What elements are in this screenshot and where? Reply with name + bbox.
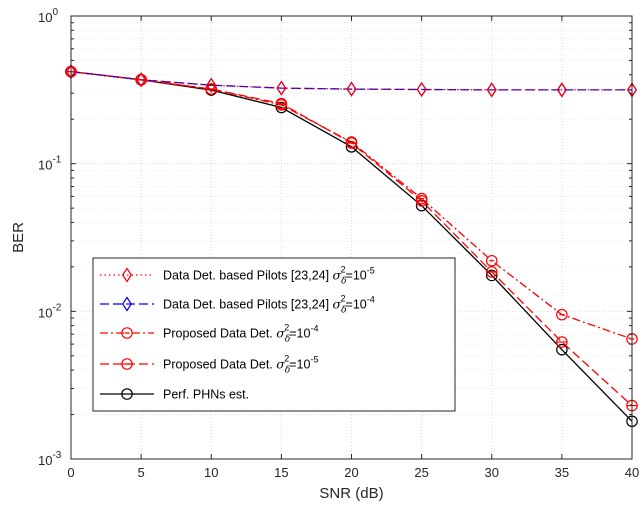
- y-tick-exponent: -2: [52, 302, 61, 313]
- x-axis-label: SNR (dB): [319, 485, 383, 502]
- y-tick-label: 10-2: [38, 302, 62, 320]
- legend-label-equals: =10: [346, 298, 367, 312]
- legend-label-exponent: -4: [367, 295, 375, 305]
- data-point-marker: [276, 80, 287, 96]
- legend-label-subscript: δ: [285, 335, 290, 345]
- legend-box: [92, 257, 456, 412]
- data-point-marker: [346, 81, 357, 97]
- legend-label-squared: 2: [284, 354, 289, 364]
- data-series: [65, 64, 638, 428]
- y-axis-label: BER: [10, 222, 27, 253]
- data-point-marker: [485, 269, 498, 282]
- series-line: [70, 70, 632, 91]
- legend-label: Proposed Data Det. σδ 2=10-5: [163, 354, 318, 376]
- data-point-marker: [556, 343, 568, 356]
- legend-label: Proposed Data Det. σδ 2=10-4: [163, 323, 318, 345]
- legend-label-sigma: σ: [333, 297, 342, 312]
- legend-label: Perf. PHNs est.: [163, 388, 249, 402]
- x-tick-label: 15: [274, 465, 288, 480]
- y-tick-label: 10-3: [38, 450, 62, 468]
- legend-label-squared: 2: [284, 323, 289, 333]
- data-point-marker: [275, 99, 288, 111]
- legend-label-squared: 2: [341, 265, 346, 275]
- data-point-marker: [206, 77, 217, 93]
- series-line: [70, 70, 632, 91]
- data-point-marker: [136, 72, 147, 88]
- data-point-marker: [556, 82, 567, 98]
- x-tick-label: 0: [67, 465, 74, 480]
- data-point-marker: [121, 296, 133, 312]
- data-point-marker: [416, 81, 427, 98]
- legend-label-exponent: -5: [310, 355, 318, 365]
- data-point-marker: [135, 73, 147, 86]
- legend-label-sigma: σ: [333, 268, 342, 283]
- legend-label: Data Det. based Pilots [23,24] σδ 2=10-4: [163, 294, 375, 316]
- legend-label-exponent: -5: [367, 266, 375, 276]
- data-point-marker: [121, 327, 133, 339]
- x-tick-label: 35: [555, 465, 569, 480]
- x-tick-label: 30: [485, 465, 499, 480]
- legend-label-text: Data Det. based Pilots [23,24]: [163, 298, 333, 312]
- y-tick-exponent: 0: [52, 7, 58, 18]
- legend: Data Det. based Pilots [23,24] σδ2=10-5D…: [92, 257, 456, 412]
- legend-label-squared: 2: [341, 294, 346, 304]
- legend-label-exponent: -4: [310, 324, 318, 334]
- x-tick-label: 40: [625, 465, 639, 480]
- data-point-marker: [485, 254, 498, 267]
- y-tick-exponent: -3: [52, 450, 61, 461]
- x-tick-label: 25: [414, 465, 428, 480]
- legend-label-subscript: δ: [341, 306, 346, 316]
- y-tick-exponent: -1: [52, 155, 61, 166]
- legend-label: Data Det. based Pilots [23,24] σδ 2=10-5: [163, 265, 375, 287]
- y-tick-label: 10-1: [38, 155, 62, 173]
- data-point-marker: [556, 308, 568, 321]
- legend-label-equals: =10: [289, 358, 310, 372]
- data-point-marker: [205, 83, 218, 95]
- legend-label-sigma: σ: [276, 357, 285, 372]
- x-tick-label: 20: [344, 465, 358, 480]
- legend-label-text: Proposed Data Det.: [163, 327, 276, 341]
- x-tick-label: 5: [138, 465, 145, 480]
- data-point-marker: [121, 267, 133, 283]
- legend-label-text: Data Det. based Pilots [23,24]: [163, 269, 333, 283]
- legend-label-text: Proposed Data Det.: [163, 358, 276, 372]
- data-point-marker: [486, 82, 497, 98]
- legend-label-equals: =10: [346, 269, 367, 283]
- legend-label-subscript: δ: [341, 277, 346, 287]
- legend-label-sigma: σ: [276, 326, 285, 341]
- data-point-marker: [345, 136, 358, 148]
- data-point-marker: [275, 101, 288, 114]
- y-tick-label: 100: [38, 7, 58, 25]
- legend-label-subscript: δ: [285, 366, 290, 376]
- legend-label-text: Perf. PHNs est.: [163, 388, 249, 402]
- x-tick-label: 10: [204, 465, 218, 480]
- data-point-marker: [415, 192, 428, 205]
- data-point-marker: [121, 388, 133, 400]
- legend-label-equals: =10: [289, 327, 310, 341]
